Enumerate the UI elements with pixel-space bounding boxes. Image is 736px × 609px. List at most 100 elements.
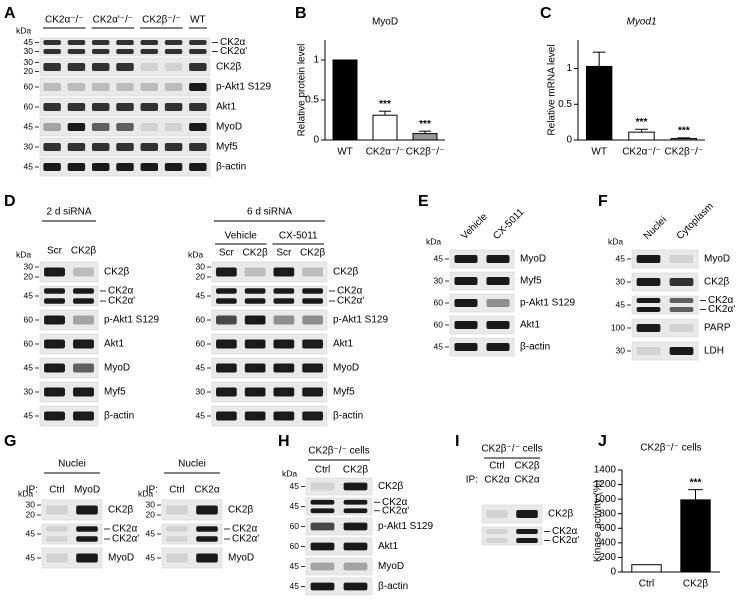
band [91,122,110,132]
protein-label: MyoD [228,553,254,564]
marker-label: 45 [26,552,36,562]
band [486,509,508,519]
y-tick-label: 1200 [594,479,617,490]
band [669,297,694,304]
band [116,122,134,132]
lane-label: Scr [47,246,63,257]
protein-label: CK2α [108,286,133,297]
band [302,288,323,294]
band [73,387,94,397]
blot-strip [305,517,373,536]
lane-label: Nuclei [642,215,669,242]
ip-label: IP: [26,485,38,496]
band [244,363,266,373]
marker-label: 45 [290,581,300,591]
band [44,267,65,277]
band [189,82,207,92]
blot-strip [481,504,543,524]
group-label: WT [190,15,206,26]
band [216,288,237,294]
significance: *** [690,477,702,488]
blot-strip [39,405,99,427]
band [189,162,207,172]
lane-label: CK2β [514,461,539,472]
protein-label: CK2α' [337,296,364,307]
kda-label: kDa [16,249,31,259]
x-tick-label: CK2β [683,579,708,590]
blot-title: CK2β⁻/⁻ cells [481,444,542,455]
kda-label: kDa [138,488,153,498]
protein-label: β-actin [104,411,134,422]
band [454,320,478,330]
group-label: CK2α'⁻/⁻ [93,15,133,26]
panel-letter: C [540,5,552,22]
band [140,122,159,132]
blot-title: Nuclei [178,459,206,470]
marker-label: 45 [26,528,36,538]
band [486,298,510,308]
band [244,298,266,304]
protein-label: CK2α [220,37,245,48]
blot-strip [161,547,223,569]
bar [628,131,655,141]
blot-strip [305,537,373,556]
band [76,505,98,515]
protein-label: Myf5 [104,387,126,398]
band [67,102,86,112]
band [44,288,65,294]
band [73,267,94,277]
chart-title: Myod1 [626,17,656,28]
panel-letter: E [418,193,429,210]
marker-label: 100 [611,322,625,332]
band [140,102,159,112]
band [140,48,159,55]
y-tick-label: 800 [599,508,616,519]
protein-label: CK2α' [112,534,139,545]
marker-label: 60 [434,319,444,329]
bar [680,499,711,573]
band [196,505,218,515]
band [310,499,335,505]
panel-letter: D [4,193,16,210]
band [273,411,295,421]
bar [372,114,398,141]
y-tick-label: 0.5 [558,99,572,110]
protein-label: CK2α [382,497,407,508]
band [164,142,183,152]
band [486,342,510,352]
significance: *** [419,119,431,130]
blot-title: 6 d siRNA [247,207,292,218]
kda-label: kDa [16,25,31,35]
panel-letter: F [598,193,608,210]
marker-label: 60 [24,338,34,348]
blot-strip [211,381,328,403]
band [454,298,478,308]
band [273,387,295,397]
band [43,62,61,72]
protein-label: MyoD [704,254,730,265]
band [216,339,237,349]
band [44,298,65,304]
band [73,339,94,349]
panel-letter: G [4,433,16,450]
band [44,387,65,397]
band [166,505,188,515]
protein-label: β-actin [216,162,246,173]
band [244,387,266,397]
band [91,62,110,72]
band [116,162,134,172]
band [67,122,86,132]
marker-label: 30 [616,345,626,355]
blot-strip [449,315,515,335]
lane-label: CK2β [243,248,268,259]
marker-label: 30 [146,499,156,509]
blot-strip [39,261,99,283]
panel-letter: H [278,433,290,450]
marker-label: 45 [24,37,34,47]
protein-label: CK2β [104,267,129,278]
marker-label: 45 [616,253,626,263]
significance: *** [636,117,648,128]
lane-label: CX-5011 [491,207,526,242]
protein-label: CK2α [232,524,257,535]
band [46,536,68,542]
